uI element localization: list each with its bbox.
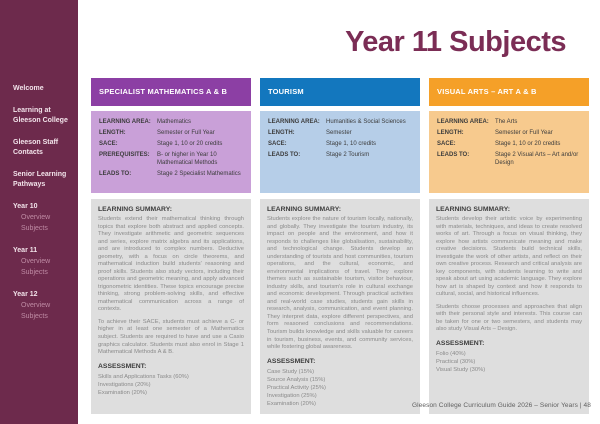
info-value: Stage 2 Visual Arts – Art and/or Design — [495, 151, 579, 167]
info-label: SACE: — [437, 140, 456, 147]
info-value: Stage 1, 10 or 20 credits — [157, 140, 223, 147]
sidebar-item-year-10[interactable]: Year 10 — [13, 203, 38, 211]
sidebar-group-year-10: Year 10 Overview Subjects — [13, 202, 70, 234]
card-info-box: LEARNING AREA: Mathematics LENGTH: Semes… — [91, 111, 251, 193]
card-info-box: LEARNING AREA: Humanities & Social Scien… — [260, 111, 420, 193]
card-summary-box: LEARNING SUMMARY: Students develop their… — [429, 199, 589, 415]
info-value: B- or higher in Year 10 Mathematical Met… — [157, 151, 218, 167]
info-value: Mathematics — [157, 119, 192, 125]
card-summary-box: LEARNING SUMMARY: Students extend their … — [91, 199, 251, 415]
card-title: SPECIALIST MATHEMATICS A & B — [91, 78, 251, 106]
info-label: LEARNING AREA: — [268, 119, 320, 125]
assessment-heading: ASSESSMENT: — [98, 362, 147, 370]
sidebar-item-welcome[interactable]: Welcome — [13, 85, 44, 92]
sidebar-item-year-12[interactable]: Year 12 — [13, 291, 38, 299]
info-value: Semester or Full Year — [495, 129, 553, 136]
assessment-item: Skills and Applications Tasks (60%) — [98, 373, 189, 380]
info-value: The Arts — [495, 119, 518, 125]
info-row: LENGTH: Semester or Full Year — [99, 129, 243, 137]
assessment-item: Investigation (25%) — [267, 392, 317, 399]
sidebar-item-year-10-overview[interactable]: Overview — [21, 213, 51, 221]
info-label: SACE: — [268, 140, 287, 147]
sidebar-item-senior-learning-pathways[interactable]: Senior Learning Pathways — [13, 171, 67, 188]
card-title: TOURISM — [260, 78, 420, 106]
info-row: PREREQUISITES: B- or higher in Year 10 M… — [99, 151, 243, 168]
assessment-item: Case Study (15%) — [267, 368, 315, 375]
assessment-heading: ASSESSMENT: — [267, 357, 316, 365]
info-label: LEADS TO: — [99, 170, 132, 177]
sidebar-item-learning-at-gleeson-college[interactable]: Learning at Gleeson College — [13, 107, 68, 124]
info-row: LEADS TO: Stage 2 Visual Arts – Art and/… — [437, 151, 581, 168]
info-row: LEADS TO: Stage 2 Specialist Mathematics — [99, 170, 243, 178]
info-row: SACE: Stage 1, 10 credits — [268, 140, 412, 148]
assessment-item: Visual Study (30%) — [436, 367, 486, 374]
assessment-item: Source Analysis (15%) — [267, 376, 326, 383]
assessment-item: Practical (30%) — [436, 359, 476, 366]
info-label: LEARNING AREA: — [437, 119, 489, 125]
info-row: LEARNING AREA: The Arts — [437, 118, 581, 126]
sidebar: Welcome Learning at Gleeson College Glee… — [0, 0, 78, 424]
info-label: SACE: — [99, 140, 118, 147]
info-label: LEADS TO: — [268, 151, 301, 158]
assessment-item: Folio (40%) — [436, 350, 466, 357]
sidebar-item-year-11[interactable]: Year 11 — [13, 247, 38, 255]
summary-paragraph: Students choose processes and approaches… — [436, 303, 582, 333]
page-title: Year 11 Subjects — [345, 26, 566, 58]
sidebar-item-year-11-subjects[interactable]: Subjects — [21, 269, 48, 277]
summary-paragraph: Students develop their artistic voice by… — [436, 216, 582, 298]
sidebar-group-year-11: Year 11 Overview Subjects — [13, 246, 70, 278]
sidebar-item-year-11-overview[interactable]: Overview — [21, 258, 51, 266]
info-row: LEARNING AREA: Mathematics — [99, 118, 243, 126]
assessment-item: Examination (20%) — [98, 389, 147, 396]
card-summary-box: LEARNING SUMMARY: Students explore the n… — [260, 199, 420, 415]
info-row: LEADS TO: Stage 2 Tourism — [268, 151, 412, 159]
info-value: Stage 2 Specialist Mathematics — [157, 170, 241, 177]
info-row: LENGTH: Semester or Full Year — [437, 129, 581, 137]
assessment-item: Examination (20%) — [267, 401, 316, 407]
sidebar-item-year-10-subjects[interactable]: Subjects — [21, 225, 48, 233]
subject-card-visual-arts: VISUAL ARTS – ART A & B LEARNING AREA: T… — [429, 78, 589, 415]
card-info-box: LEARNING AREA: The Arts LENGTH: Semester… — [429, 111, 589, 193]
summary-heading: LEARNING SUMMARY: — [267, 206, 342, 213]
info-value: Semester — [326, 129, 352, 136]
info-row: LEARNING AREA: Humanities & Social Scien… — [268, 118, 412, 126]
sidebar-item-year-12-subjects[interactable]: Subjects — [21, 313, 48, 321]
info-label: LENGTH: — [268, 129, 295, 136]
card-title: VISUAL ARTS – ART A & B — [429, 78, 589, 106]
assessment-heading: ASSESSMENT: — [436, 339, 485, 347]
info-label: LENGTH: — [99, 129, 126, 136]
subject-card-tourism: TOURISM LEARNING AREA: Humanities & Soci… — [260, 78, 420, 415]
sidebar-item-year-12-overview[interactable]: Overview — [21, 302, 51, 310]
info-value: Stage 2 Tourism — [326, 151, 370, 158]
info-value: Stage 1, 10 or 20 credits — [495, 140, 561, 147]
info-value: Humanities & Social Sciences — [326, 119, 406, 125]
summary-paragraph: Students extend their mathematical think… — [98, 216, 244, 313]
sidebar-item-gleeson-staff-contacts[interactable]: Gleeson Staff Contacts — [13, 139, 59, 156]
assessment-item: Investigations (20%) — [98, 381, 151, 388]
info-label: LENGTH: — [437, 129, 464, 136]
info-label: PREREQUISITES: — [99, 151, 150, 158]
summary-heading: LEARNING SUMMARY: — [98, 206, 173, 213]
summary-heading: LEARNING SUMMARY: — [436, 206, 511, 213]
info-row: SACE: Stage 1, 10 or 20 credits — [437, 140, 581, 148]
info-value: Semester or Full Year — [157, 129, 215, 136]
footer-page-info: Gleeson College Curriculum Guide 2026 – … — [411, 402, 591, 409]
info-row: SACE: Stage 1, 10 or 20 credits — [99, 140, 243, 148]
info-label: LEADS TO: — [437, 151, 470, 158]
subject-card-specialist-mathematics: SPECIALIST MATHEMATICS A & B LEARNING AR… — [91, 78, 251, 415]
info-value: Stage 1, 10 credits — [326, 140, 377, 147]
sidebar-group-year-12: Year 12 Overview Subjects — [13, 290, 70, 322]
summary-paragraph: Students explore the nature of tourism l… — [267, 216, 413, 351]
info-row: LENGTH: Semester — [268, 129, 412, 137]
info-label: LEARNING AREA: — [99, 119, 151, 125]
assessment-item: Practical Activity (25%) — [267, 384, 326, 391]
subject-cards: SPECIALIST MATHEMATICS A & B LEARNING AR… — [91, 78, 589, 415]
summary-paragraph: To achieve their SACE, students must ach… — [98, 318, 244, 356]
